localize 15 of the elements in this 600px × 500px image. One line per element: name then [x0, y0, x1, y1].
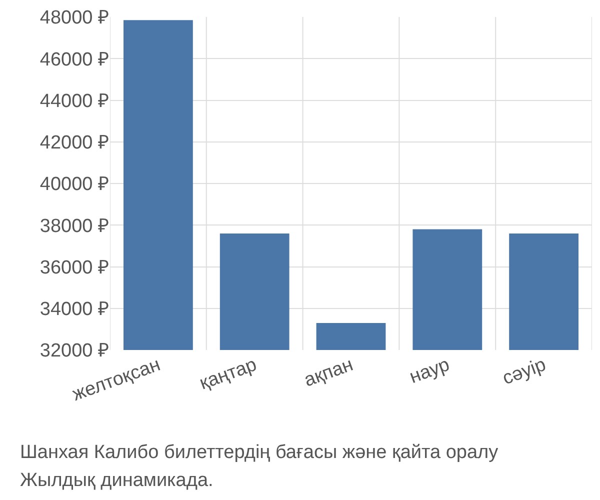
text: Шанхая Калибо билеттердің бағасы және қайта оралу [20, 442, 499, 463]
y-tick-label: 32000 ₽ [40, 340, 109, 362]
y-tick-label: 46000 ₽ [40, 49, 109, 70]
x-tick-label: қаңтар [196, 354, 260, 394]
y-tick-label: 42000 ₽ [40, 132, 109, 154]
y-tick-label: 36000 ₽ [40, 257, 109, 278]
y-tick-label: 34000 ₽ [40, 299, 109, 320]
y-tick-label: 38000 ₽ [40, 216, 109, 237]
y-tick-label: 44000 ₽ [40, 90, 109, 112]
y-tick-label: 40000 ₽ [40, 174, 109, 196]
x-tick-label: сәуір [500, 354, 549, 390]
x-tick-label: наур [406, 354, 452, 388]
x-tick-label: ақпан [302, 354, 356, 392]
y-tick-label: 48000 ₽ [40, 8, 109, 29]
text: Жылдық динамикада. [20, 470, 214, 491]
